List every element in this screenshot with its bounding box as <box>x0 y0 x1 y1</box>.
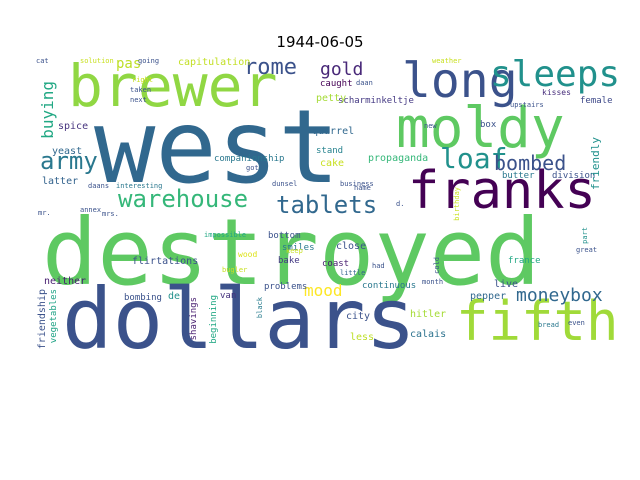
word-calais: calais <box>410 329 447 340</box>
word-yeast: yeast <box>52 146 83 157</box>
word-latter: latter <box>42 176 79 187</box>
word-taken: taken <box>130 86 152 94</box>
word-pepper: pepper <box>470 291 507 302</box>
word-cloud: destroyed west dollars brewer moldy franks fif… <box>32 52 622 362</box>
word-annex: annex <box>80 206 102 214</box>
word-division: division <box>552 171 596 181</box>
word-month: month <box>422 278 444 286</box>
word-france: france <box>508 256 541 266</box>
word-flirtations: flirtations <box>132 256 199 267</box>
word-daans: daans <box>88 182 110 190</box>
word-name: name <box>354 184 371 192</box>
word-even: even <box>568 319 585 327</box>
figure-title: 1944-06-05 <box>276 33 364 51</box>
word-warehouse: warehouse <box>118 185 249 213</box>
word-butter: butter <box>502 171 535 181</box>
word-smiles: smiles <box>282 243 315 253</box>
word-buying: buying <box>38 81 57 139</box>
word-quarrel: quarrel <box>312 126 355 137</box>
word-bread: bread <box>538 321 560 329</box>
word-wood: wood <box>238 250 258 259</box>
word-franks: franks <box>408 161 596 221</box>
word-vegetables: vegetables <box>49 289 59 344</box>
word-right: right <box>132 76 154 84</box>
word-bombed: bombed <box>494 151 567 175</box>
word-part: part <box>581 227 589 244</box>
word-less: less <box>350 332 375 343</box>
word-great: great <box>576 246 598 254</box>
word-tablets: tablets <box>276 191 378 219</box>
word-daan: daan <box>356 79 373 87</box>
word-female: female <box>580 96 613 106</box>
word-problems: problems <box>264 282 308 292</box>
word-loaf: loaf <box>440 142 508 175</box>
word-propaganda: propaganda <box>368 153 429 164</box>
word-going: going <box>138 57 160 65</box>
word-caught: caught <box>320 79 353 89</box>
word-beginning: beginning <box>209 295 219 344</box>
word-dunsel: dunsel <box>272 180 298 188</box>
word-pas: pas <box>116 56 142 72</box>
word-fifth: fifth <box>456 290 619 353</box>
word-bottom: bottom <box>268 231 301 241</box>
word-friendly: friendly <box>589 137 602 190</box>
word-solution: solution <box>80 57 114 65</box>
word-mrs: mrs. <box>102 210 119 218</box>
word-dollars: dollars <box>62 270 417 368</box>
word-new: new <box>424 122 437 130</box>
word-had: had <box>372 262 385 270</box>
word-moneybox: moneybox <box>516 285 603 306</box>
word-destroyed: destroyed <box>42 199 541 306</box>
word-west: west <box>94 88 340 207</box>
word-shavings: shavings <box>189 297 199 341</box>
word-upstairs: upstairs <box>510 101 544 109</box>
word-moldy: moldy <box>396 96 565 161</box>
word-interesting: interesting <box>116 182 163 190</box>
word-little: little <box>340 269 366 277</box>
word-live: live <box>494 279 519 290</box>
word-mood: mood <box>304 281 343 300</box>
word-keep: keep <box>286 247 303 255</box>
word-gold: gold <box>320 59 364 80</box>
word-brewer: brewer <box>68 52 278 120</box>
word-box: box <box>480 120 497 130</box>
word-bugler: bugler <box>222 266 248 274</box>
word-neither: neither <box>44 276 87 287</box>
word-rome: rome <box>244 55 297 80</box>
word-mr: mr. <box>38 209 51 217</box>
word-sleeps: sleeps <box>490 54 621 95</box>
word-birthday: birthday <box>453 187 461 221</box>
word-next: next <box>130 96 147 104</box>
word-capitulation: capitulation <box>178 57 251 68</box>
word-van: van <box>220 291 237 301</box>
word-got: got <box>246 164 259 172</box>
word-weather: weather <box>432 57 462 65</box>
word-coast: coast <box>322 259 350 269</box>
word-friendship: friendship <box>37 289 48 350</box>
word-black: black <box>256 297 264 319</box>
word-companionship: companionship <box>214 154 285 164</box>
word-cake: cake <box>320 158 345 169</box>
word-kisses: kisses <box>542 88 571 97</box>
word-close: close <box>336 241 367 252</box>
word-hitler: hitler <box>410 309 447 320</box>
word-spice: spice <box>58 121 89 132</box>
word-long: long <box>402 53 518 109</box>
word-continuous: continuous <box>362 281 417 291</box>
word-city: city <box>346 311 371 322</box>
word-bake: bake <box>278 256 300 266</box>
word-cat: cat <box>36 57 49 65</box>
word-d: d. <box>396 200 405 208</box>
word-scharminkeltje: scharminkeltje <box>338 96 414 106</box>
word-business: business <box>340 180 374 188</box>
word-bombing: bombing <box>124 293 162 303</box>
word-stand: stand <box>316 146 344 156</box>
word-army: army <box>40 147 98 175</box>
word-de: de <box>168 291 181 302</box>
word-petty: petty <box>316 93 347 104</box>
word-impossible: impossible <box>204 231 247 239</box>
word-cold: cold <box>433 257 441 274</box>
